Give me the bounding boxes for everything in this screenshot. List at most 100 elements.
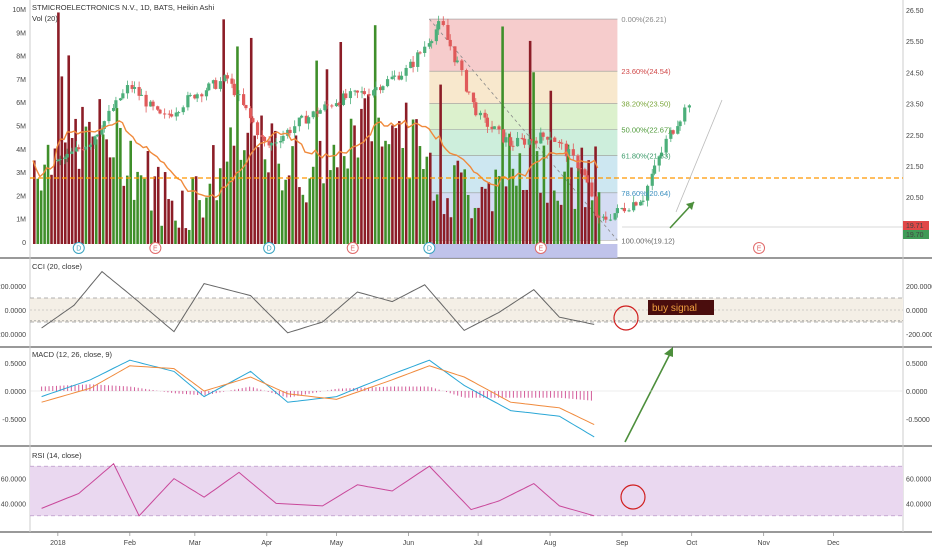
candle-body <box>583 169 587 176</box>
volume-bar <box>98 99 102 244</box>
time-axis-label: Mar <box>189 540 202 547</box>
volume-bar <box>57 12 60 244</box>
candle-body <box>244 104 248 109</box>
volume-bar <box>167 199 170 244</box>
candle-body <box>95 134 99 137</box>
volume-bar <box>439 84 442 244</box>
volume-bar <box>308 178 312 244</box>
candle-body <box>307 117 311 124</box>
volume-bar <box>594 146 597 244</box>
candle-body <box>390 76 394 80</box>
candle-body <box>237 94 241 96</box>
candle-body <box>93 136 97 145</box>
candle-body <box>632 202 636 211</box>
candle-body <box>144 94 148 107</box>
candle-body <box>121 93 125 99</box>
volume-bar <box>470 218 473 244</box>
volume-bar <box>408 178 411 244</box>
candle-body <box>594 196 599 216</box>
candle-body <box>520 137 524 139</box>
candle-body <box>441 21 445 25</box>
candle-body <box>564 143 568 157</box>
candle-body <box>297 117 301 127</box>
volume-bar <box>150 210 153 244</box>
candle-body <box>362 91 366 95</box>
candle-body <box>114 100 118 108</box>
time-axis-label: May <box>330 540 344 547</box>
candle-body <box>337 103 341 105</box>
candle-body <box>77 147 81 150</box>
candle-body <box>385 79 390 87</box>
projection-arrows[interactable] <box>624 99 723 443</box>
volume-bar <box>36 178 40 244</box>
candle-body <box>409 61 413 68</box>
volume-bar <box>253 135 256 244</box>
volume-bar <box>187 229 191 244</box>
candle-body <box>186 95 190 108</box>
event-badge-label: D <box>76 246 81 253</box>
time-axis-label: Feb <box>124 540 136 547</box>
candle-body <box>325 104 329 106</box>
volume-bar <box>229 127 232 244</box>
candle-body <box>652 165 657 174</box>
price-axis-label: 25.50 <box>906 39 924 46</box>
volume-bar <box>387 144 391 244</box>
event-badge-circle <box>263 242 276 254</box>
candle-body <box>193 94 197 99</box>
volume-bar <box>577 162 580 244</box>
candle-body <box>225 75 229 79</box>
candle-body <box>156 106 160 110</box>
time-axis-label: Oct <box>686 540 697 547</box>
volume-bar <box>546 202 549 244</box>
volume-bar <box>497 176 501 244</box>
candle-body <box>597 215 601 218</box>
volume-bar <box>101 134 105 244</box>
volume-bar <box>222 19 225 245</box>
horizontal-price-level[interactable] <box>30 177 903 228</box>
volume-bar <box>456 160 460 244</box>
volume-bar <box>119 127 122 244</box>
candle-body <box>687 105 691 108</box>
candle-body <box>641 200 645 202</box>
volume-bar <box>384 140 387 244</box>
candle-body <box>242 94 246 105</box>
cci-axis-label-right: 200.0000 <box>906 284 932 291</box>
volume-bars <box>33 12 601 245</box>
candle-body <box>151 101 155 107</box>
current-price-text: 19.71 <box>906 223 924 230</box>
candle-body <box>560 142 564 144</box>
event-badge-circle <box>534 242 547 254</box>
candle-body <box>620 208 624 210</box>
volume-bar <box>521 190 525 244</box>
candle-body <box>511 145 515 147</box>
volume-axis-label: 4M <box>16 147 26 154</box>
volume-bar <box>225 161 229 244</box>
candle-body <box>74 147 79 152</box>
candle-body <box>232 83 236 96</box>
volume-bar <box>473 207 477 244</box>
volume-bar <box>287 175 291 244</box>
volume-bar <box>484 188 487 244</box>
candle-body <box>392 75 397 77</box>
candle-body <box>590 182 594 197</box>
candle-body <box>622 208 626 212</box>
candle-body <box>102 121 106 129</box>
volume-bar <box>353 125 356 244</box>
volume-bar <box>466 194 470 244</box>
volume-bar <box>194 176 198 244</box>
volume-bar <box>74 118 77 244</box>
event-badge-label: D <box>267 246 272 253</box>
volume-bar <box>63 142 67 244</box>
volume-bar <box>246 132 250 244</box>
volume-bar <box>549 90 553 245</box>
event-badge-label: D <box>427 246 432 253</box>
candle-body <box>539 132 543 144</box>
volume-bar <box>236 46 239 245</box>
time-axis-label: Apr <box>261 540 273 547</box>
current-price-tag <box>903 221 929 230</box>
macd-pane: 0.5000 0.5000 0.0000 0.0000 -0.5000 -0.5000 <box>2 359 930 438</box>
candle-body <box>639 201 643 206</box>
fib-label: 100.00%(19.12) <box>621 236 675 245</box>
